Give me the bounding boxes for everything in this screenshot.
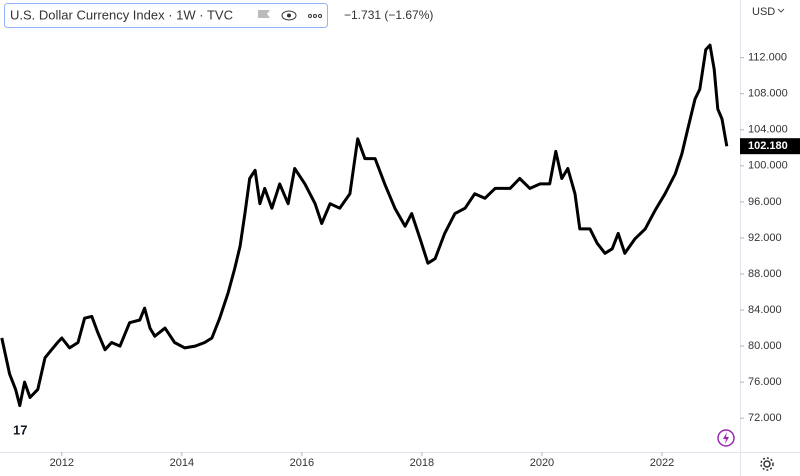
- y-tick-label: 104.000: [748, 124, 788, 136]
- more-icon[interactable]: [308, 14, 322, 18]
- x-tick-label: 2020: [530, 457, 554, 469]
- tv-logo[interactable]: 17: [8, 418, 38, 444]
- y-tick-label: 80.000: [748, 340, 782, 352]
- currency-chevron: [777, 8, 785, 13]
- logo-bg: [8, 418, 38, 444]
- last-price-label: 102.180: [748, 140, 788, 152]
- y-tick-label: 92.000: [748, 232, 782, 244]
- eye-pupil: [287, 13, 291, 18]
- y-tick-label: 84.000: [748, 304, 782, 316]
- legend-box: U.S. Dollar Currency Index · 1W · TVC: [4, 3, 328, 28]
- y-tick-label: 88.000: [748, 268, 782, 280]
- last-price-tag: [740, 138, 800, 155]
- y-tick-label: 72.000: [748, 412, 782, 424]
- x-tick-label: 2016: [290, 457, 314, 469]
- x-tick-label: 2012: [50, 457, 74, 469]
- y-tick-label: 112.000: [748, 52, 787, 64]
- x-tick-label: 2018: [410, 457, 434, 469]
- flag-icon[interactable]: [258, 10, 270, 18]
- y-tick-label: 96.000: [748, 196, 782, 208]
- y-tick-label: 76.000: [748, 376, 782, 388]
- eye-icon[interactable]: [281, 10, 297, 21]
- y-tick-label: 100.000: [748, 160, 788, 172]
- settings-icon[interactable]: [760, 457, 774, 471]
- logo-mark: 17: [13, 422, 27, 437]
- legend-border: [4, 3, 328, 28]
- currency-label: USD: [752, 6, 775, 18]
- legend-title: U.S. Dollar Currency Index · 1W · TVC: [10, 7, 233, 22]
- lightning-button[interactable]: [717, 429, 735, 447]
- x-tick-label: 2022: [650, 457, 674, 469]
- price-line: [0, 43, 729, 408]
- change-label: −1.731 (−1.67%): [344, 8, 433, 22]
- x-tick-label: 2014: [170, 457, 194, 469]
- y-tick-label: 108.000: [748, 88, 788, 100]
